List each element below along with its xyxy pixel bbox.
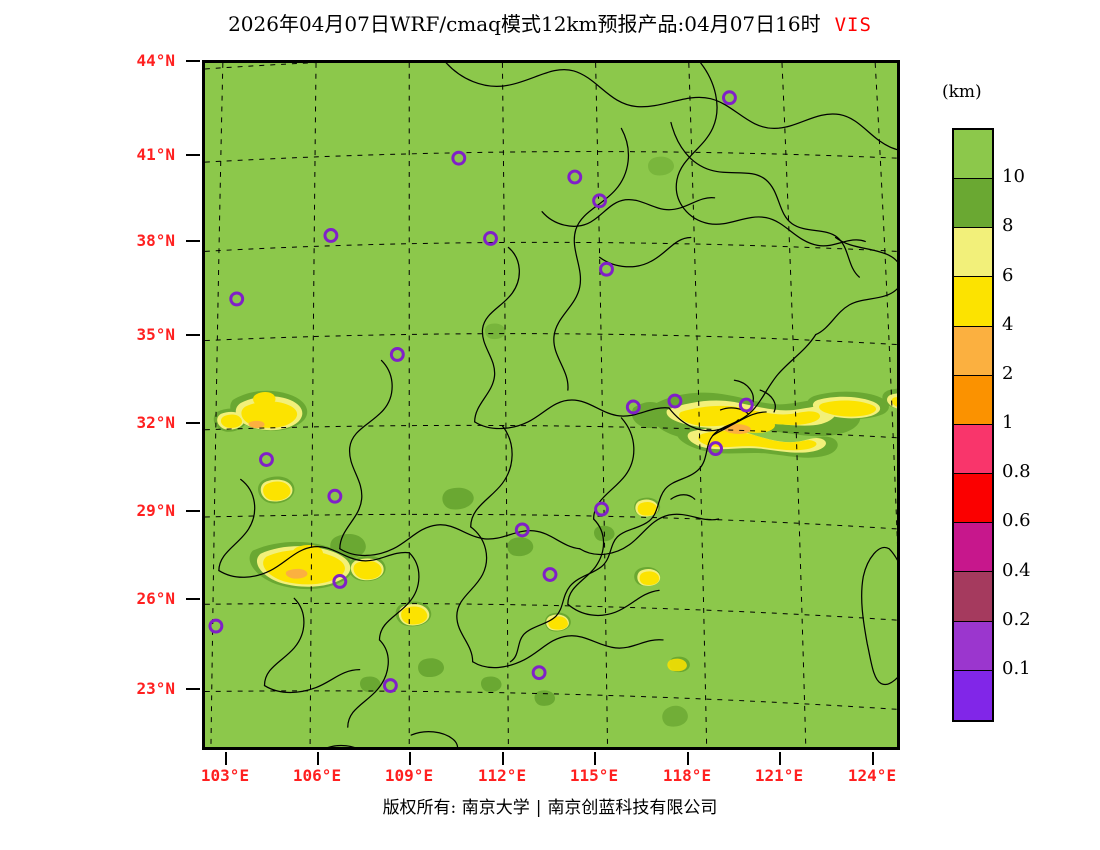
forecast-map[interactable] (202, 60, 900, 750)
colorbar-band (954, 523, 992, 573)
colorbar: (km) 10 8 6 4 2 1 0.8 0.6 0.4 0.2 0.1 (940, 82, 1090, 742)
footer-owner: 版权所有: 南京大学 (382, 798, 530, 818)
x-axis-tick-mark (409, 752, 411, 765)
colorbar-band (954, 326, 992, 376)
station-marker[interactable] (389, 347, 405, 362)
colorbar-tick-label: 0.1 (1002, 657, 1031, 679)
y-axis-tick-label: 23°N (136, 679, 175, 698)
x-axis-tick-mark (594, 752, 596, 765)
map-canvas (205, 63, 897, 747)
station-marker[interactable] (327, 488, 343, 504)
y-axis-tick-mark (186, 334, 200, 336)
colorbar-tick-label: 6 (1002, 264, 1014, 286)
y-axis-tick-mark (186, 422, 200, 424)
title-variable-label: VIS (834, 14, 872, 36)
station-marker[interactable] (514, 522, 530, 538)
colorbar-band (954, 277, 992, 327)
y-axis-tick-mark (186, 60, 200, 62)
station-marker[interactable] (332, 574, 348, 589)
station-marker[interactable] (229, 291, 245, 307)
station-marker[interactable] (567, 169, 583, 185)
colorbar-tick-label: 4 (1002, 313, 1014, 335)
footer-copyright: 版权所有: 南京大学 | 南京创蓝科技有限公司 (0, 793, 1100, 818)
colorbar-bands (952, 128, 994, 722)
vis-band-2-4km (220, 392, 897, 672)
x-axis-tick-label: 118°E (662, 766, 712, 785)
x-axis-tick-label: 115°E (569, 766, 619, 785)
station-marker[interactable] (323, 228, 339, 243)
colorbar-tick-label: 10 (1002, 166, 1025, 188)
x-axis-tick-label: 112°E (477, 766, 527, 785)
colorbar-tick-label: 1 (1002, 412, 1014, 433)
y-axis-tick-label: 38°N (136, 231, 175, 250)
y-axis-tick-label: 29°N (136, 501, 175, 520)
x-axis-tick-mark (225, 752, 227, 765)
station-marker[interactable] (594, 501, 609, 517)
y-axis-tick-mark (186, 240, 200, 242)
x-axis-tick-label: 106°E (292, 766, 342, 785)
colorbar-band (954, 179, 992, 229)
colorbar-band (954, 572, 992, 622)
station-marker[interactable] (451, 150, 467, 166)
y-axis-tick-mark (186, 510, 200, 512)
x-axis-tick-label: 103°E (200, 766, 250, 785)
station-marker[interactable] (667, 393, 683, 409)
colorbar-band (954, 474, 992, 524)
x-axis-tick-label: 121°E (754, 766, 804, 785)
colorbar-tick-label: 0.8 (1002, 461, 1031, 483)
colorbar-band (954, 228, 992, 278)
station-marker[interactable] (738, 397, 754, 413)
colorbar-tick-label: 2 (1002, 362, 1014, 384)
y-axis-tick-label: 35°N (136, 325, 175, 344)
colorbar-tick-label: 0.2 (1002, 608, 1031, 630)
colorbar-band (954, 375, 992, 425)
x-axis-tick-mark (687, 752, 689, 765)
station-marker[interactable] (208, 618, 224, 634)
station-marker[interactable] (531, 665, 547, 681)
station-marker[interactable] (625, 399, 641, 415)
station-marker[interactable] (592, 193, 608, 209)
colorbar-band (954, 621, 992, 671)
x-axis-tick-mark (317, 752, 319, 765)
x-axis-tick-label: 124°E (847, 766, 897, 785)
title-main-text: 2026年04月07日WRF/cmaq模式12km预报产品:04月07日16时 (228, 12, 821, 36)
station-marker[interactable] (722, 90, 737, 106)
colorbar-band (954, 424, 992, 475)
y-axis-tick-mark (186, 598, 200, 600)
station-marker[interactable] (382, 678, 398, 693)
colorbar-tick-label: 0.6 (1002, 510, 1031, 532)
chart-title: 2026年04月07日WRF/cmaq模式12km预报产品:04月07日16时 V… (0, 8, 1100, 37)
station-marker[interactable] (259, 452, 274, 467)
x-axis-tick-mark (872, 752, 874, 765)
y-axis-tick-label: 26°N (136, 589, 175, 608)
graticule-lines (205, 63, 897, 747)
footer-separator: | (535, 798, 542, 818)
station-marker[interactable] (542, 567, 558, 582)
station-marker[interactable] (708, 441, 724, 457)
station-markers (208, 90, 754, 693)
station-marker[interactable] (599, 261, 614, 277)
x-axis-tick-mark (779, 752, 781, 765)
footer-company: 南京创蓝科技有限公司 (547, 798, 718, 818)
y-axis-tick-label: 32°N (136, 413, 175, 432)
y-axis-tick-mark (186, 688, 200, 690)
colorbar-tick-label: 8 (1002, 215, 1014, 237)
y-axis-tick-mark (186, 154, 200, 156)
x-axis-tick-label: 109°E (384, 766, 434, 785)
colorbar-band (954, 670, 992, 720)
y-axis-tick-label: 44°N (136, 51, 175, 70)
station-marker[interactable] (483, 231, 498, 246)
colorbar-band (954, 130, 992, 180)
colorbar-unit-label: (km) (942, 82, 982, 102)
colorbar-tick-label: 0.4 (1002, 559, 1031, 581)
y-axis-tick-label: 41°N (136, 145, 175, 164)
x-axis-tick-mark (502, 752, 504, 765)
